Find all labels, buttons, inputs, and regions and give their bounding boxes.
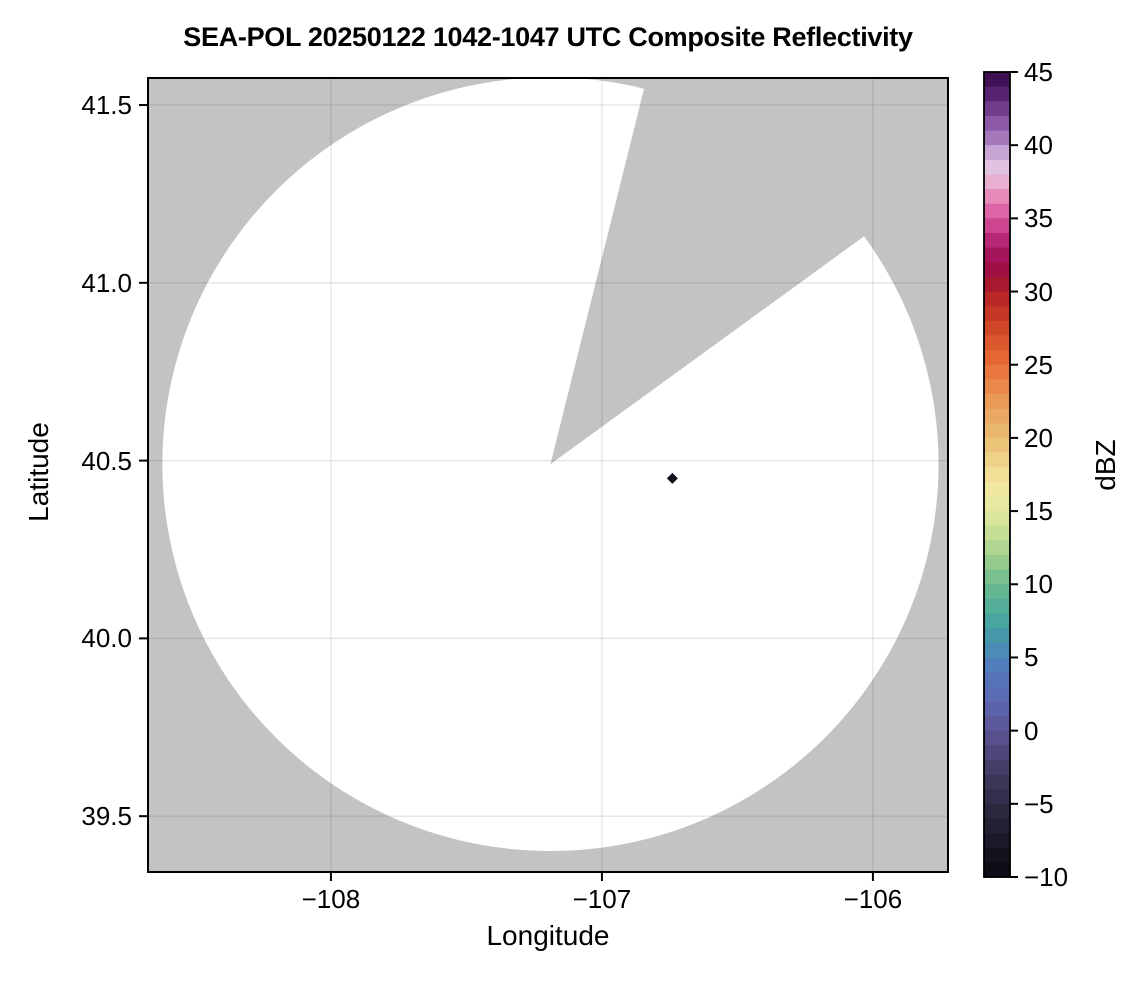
colorbar-block [984,394,1010,410]
missing-data-wedge [550,78,948,465]
colorbar-block [984,189,1010,205]
colorbar-block [984,628,1010,644]
colorbar-block [984,745,1010,761]
colorbar-block [984,174,1010,190]
colorbar-block [984,774,1010,790]
colorbar-tick-label: 20 [1024,422,1053,453]
y-tick-label: 41.0 [81,267,132,298]
colorbar-block [984,335,1010,351]
y-tick-label: 40.5 [81,445,132,476]
colorbar-block [984,423,1010,439]
colorbar-block [984,247,1010,263]
colorbar-block [984,716,1010,732]
colorbar-tick-label: 30 [1024,276,1053,307]
x-tick-label: −107 [572,884,632,914]
y-tick-label: 41.5 [81,90,132,121]
axes-spine [147,77,949,873]
colorbar-block [984,218,1010,234]
colorbar-block [984,452,1010,468]
x-axis-label: Longitude [486,920,610,951]
y-tick-label: 39.5 [81,801,132,832]
colorbar-block [984,306,1010,322]
colorbar-frame [983,71,1011,878]
colorbar-block [984,818,1010,834]
colorbar-block [984,642,1010,659]
colorbar-tick-label: 5 [1024,642,1039,673]
axis-tick-marks [139,104,874,881]
colorbar-block [984,86,1010,102]
colorbar-block [984,364,1010,381]
colorbar-tick-label: 45 [1024,57,1053,87]
colorbar-block [984,145,1010,161]
reflectivity-echo [666,472,678,484]
colorbar-tick-label: −10 [1024,862,1069,892]
colorbar-block [984,569,1010,585]
colorbar-block [984,584,1010,600]
colorbar-block [984,555,1010,571]
colorbar-block [984,686,1010,703]
colorbar-block [984,350,1010,366]
colorbar-block [984,276,1010,293]
colorbar-block [984,320,1010,337]
colorbar-block [984,833,1010,849]
colorbar-block [984,730,1010,746]
colorbar-block [984,72,1010,88]
colorbar-block [984,759,1010,776]
gridlines [148,78,948,872]
chart-title: SEA-POL 20250122 1042-1047 UTC Composite… [183,22,913,52]
colorbar-block [984,233,1010,249]
colorbar-block [984,496,1010,512]
colorbar-block [984,540,1010,556]
colorbar-block [984,467,1010,483]
colorbar-block [984,130,1010,146]
colorbar-block [984,437,1010,454]
colorbar-block [984,613,1010,629]
colorbar-block [984,847,1010,864]
colorbar-tick-label: 10 [1024,569,1053,600]
y-tick-label: 40.0 [81,623,132,654]
plot-frame [147,77,949,873]
colorbar-block [984,657,1010,673]
radar-plot-area [148,78,948,872]
colorbar-block [984,408,1010,424]
x-tick-label: −108 [301,884,361,914]
colorbar-tick-label: 15 [1024,496,1053,527]
colorbar-label: dBZ [1090,439,1121,491]
colorbar-tick-label: 40 [1024,130,1053,161]
colorbar-block [984,511,1010,527]
colorbar-block [984,701,1010,717]
colorbar-block [984,862,1010,878]
colorbar-block [984,672,1010,688]
colorbar [983,71,1018,878]
colorbar-block [984,481,1010,498]
colorbar-block [984,203,1010,220]
colorbar-tick-label: 35 [1024,203,1053,234]
colorbar-block [984,598,1010,615]
y-axis-label: Latitude [23,422,54,522]
colorbar-block [984,159,1010,176]
colorbar-tick-label: 25 [1024,349,1053,380]
colorbar-block [984,803,1010,820]
colorbar-tick-label: 0 [1024,715,1039,746]
colorbar-block [984,101,1010,117]
colorbar-block [984,115,1010,132]
colorbar-block [984,291,1010,307]
colorbar-block [984,525,1010,542]
colorbar-tick-label: −5 [1024,788,1054,819]
colorbar-block [984,262,1010,278]
x-tick-label: −106 [843,884,903,914]
colorbar-block [984,379,1010,395]
colorbar-block [984,789,1010,805]
